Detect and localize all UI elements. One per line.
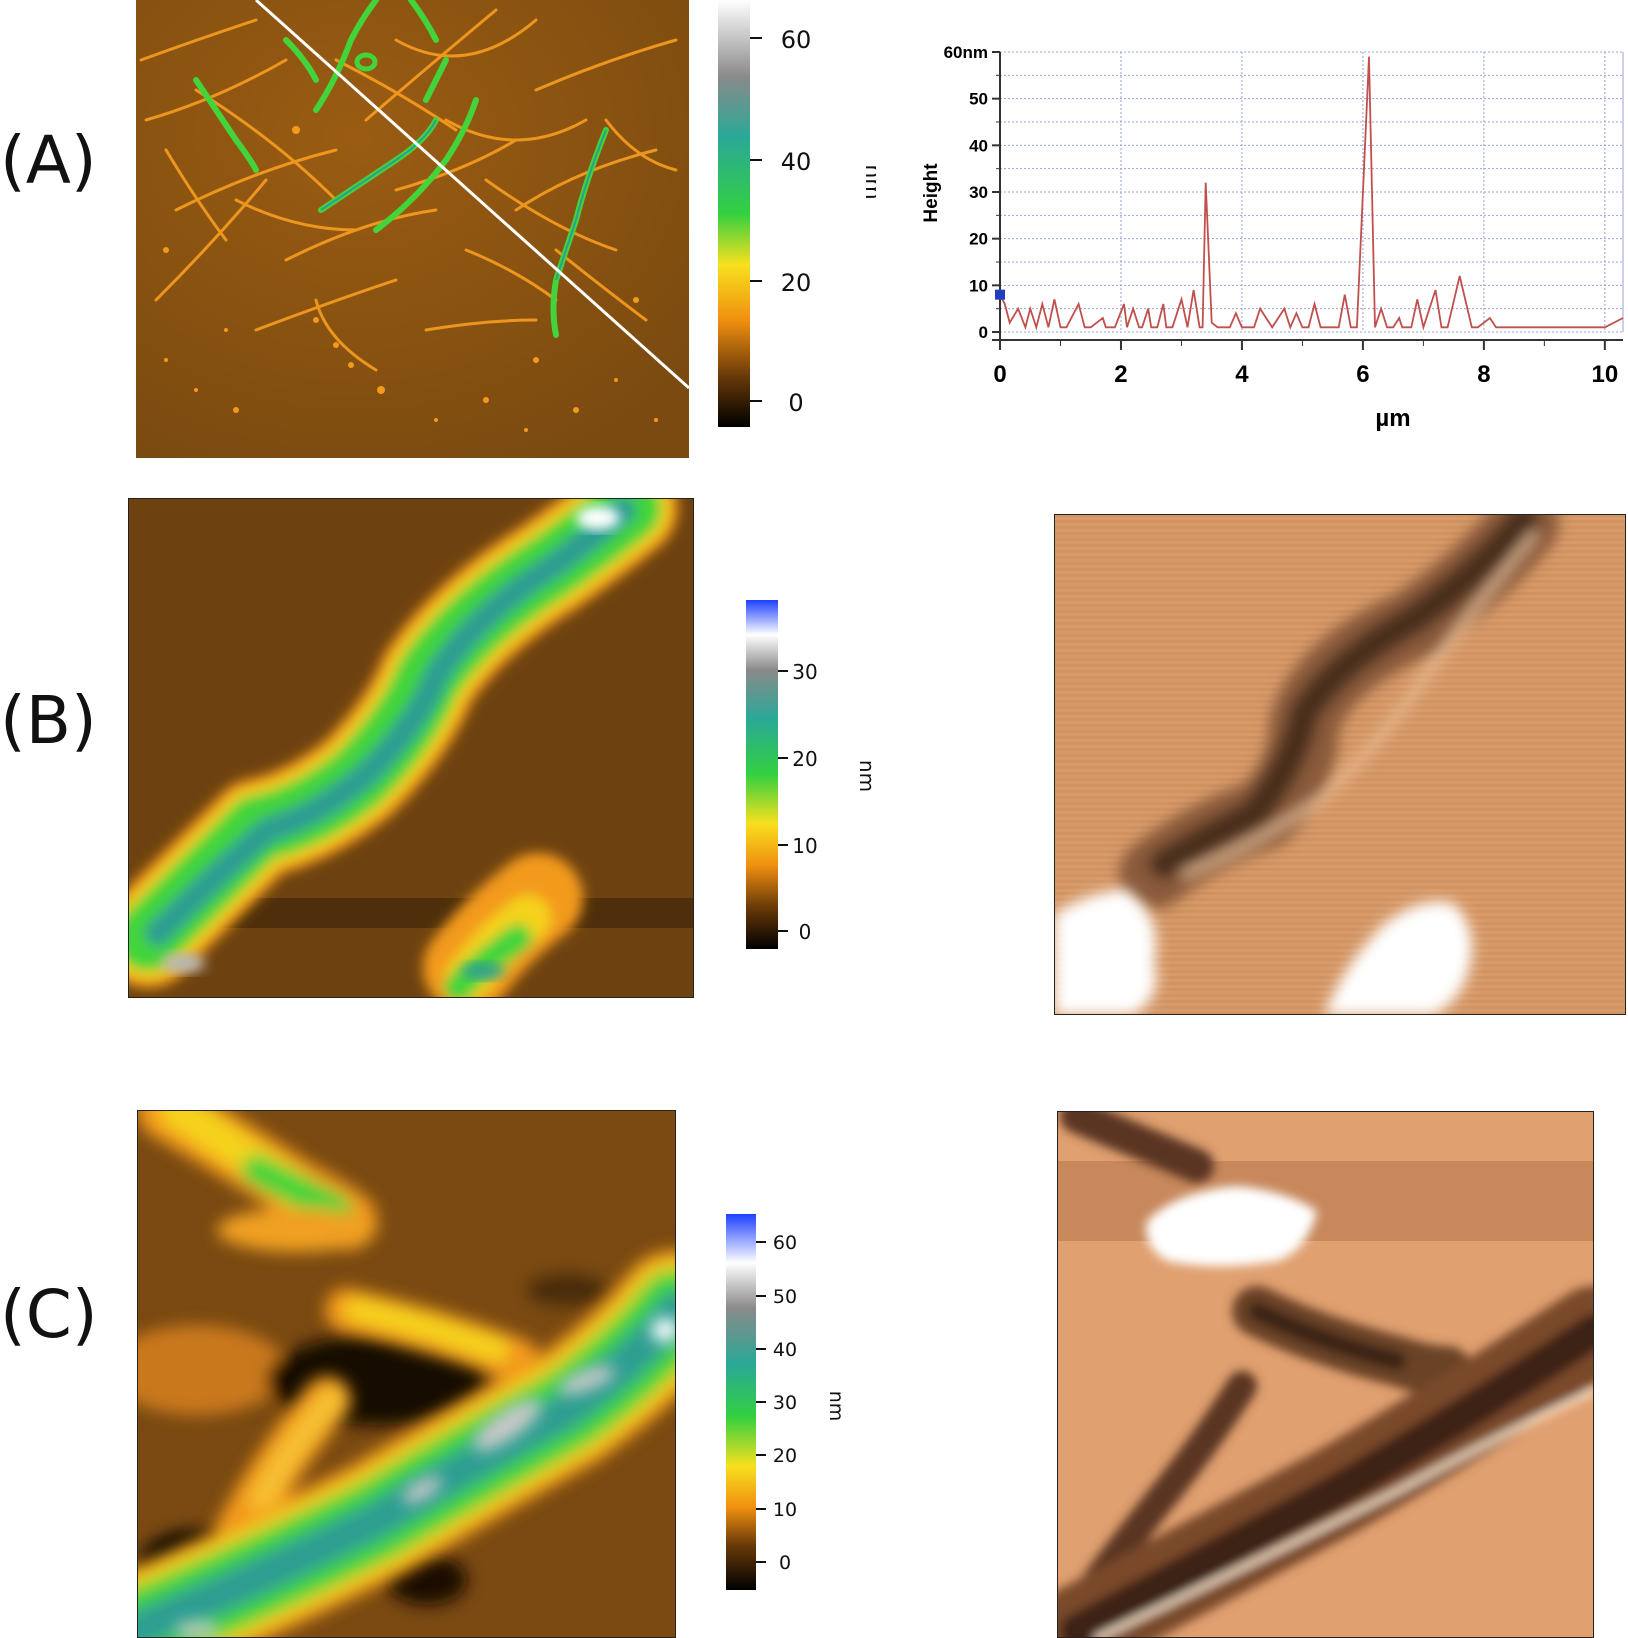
afm-height-image-c xyxy=(137,1110,676,1638)
colorbar-b-unit: nm xyxy=(855,760,874,792)
panel-label-b: (B) xyxy=(0,682,97,759)
afm-height-image-b xyxy=(128,498,694,998)
panel-label-c: (C) xyxy=(0,1276,98,1353)
colorbar-a: 60 40 20 0 nm xyxy=(718,0,876,427)
profile-y-tick-label: 50 xyxy=(969,90,988,109)
profile-x-tick-label: 2 xyxy=(1114,361,1127,388)
colorbar-a-tick: 40 xyxy=(781,148,812,176)
profile-axes xyxy=(992,52,1623,341)
profile-y-tick-label: 30 xyxy=(969,183,988,202)
profile-ticks: 0 10 20 30 40 50 60nm 0 2 4 6 8 10 xyxy=(944,43,1619,388)
colorbar-c-tick: 40 xyxy=(773,1339,797,1361)
colorbar-c-tick: 20 xyxy=(773,1445,797,1467)
colorbar-b-tick: 30 xyxy=(792,660,817,684)
colorbar-c-tick: 0 xyxy=(779,1552,791,1574)
profile-x-tick-label: 0 xyxy=(993,361,1006,388)
profile-x-axis-label: µm xyxy=(1375,405,1410,432)
profile-y-tick-label: 40 xyxy=(969,136,988,155)
height-profile-chart: 0 10 20 30 40 50 60nm 0 2 4 6 8 10 Height µm xyxy=(921,43,1624,432)
profile-cursor-marker xyxy=(995,289,1005,300)
profile-y-tick-label: 20 xyxy=(969,230,988,249)
colorbar-a-tick: 20 xyxy=(781,269,812,297)
colorbar-b-tick: 20 xyxy=(792,747,817,771)
colorbar-c-unit: nm xyxy=(825,1391,844,1422)
colorbar-c-tick: 60 xyxy=(773,1232,797,1254)
colorbar-a-unit: nm xyxy=(860,164,876,199)
profile-x-tick-label: 10 xyxy=(1592,361,1619,388)
colorbar-b-tick: 0 xyxy=(799,920,812,944)
profile-x-tick-label: 8 xyxy=(1477,361,1490,388)
profile-x-tick-label: 4 xyxy=(1235,361,1249,388)
afm-height-image-a xyxy=(136,0,689,458)
colorbar-a-tick: 60 xyxy=(781,26,812,54)
afm-amplitude-image-b xyxy=(1054,514,1626,1015)
profile-y-tick-label: 10 xyxy=(969,276,988,295)
profile-x-tick-label: 6 xyxy=(1356,361,1369,388)
profile-y-axis-label: Height xyxy=(921,163,942,223)
profile-series xyxy=(995,56,1624,331)
panel-label-a: (A) xyxy=(0,122,97,199)
colorbar-c-tick: 50 xyxy=(773,1286,797,1308)
colorbar-c-tick: 30 xyxy=(773,1392,797,1414)
profile-series-line xyxy=(999,56,1624,331)
colorbar-b-tick: 10 xyxy=(792,834,817,858)
colorbar-b: 30 20 10 0 nm xyxy=(746,600,874,949)
profile-grid xyxy=(1000,51,1624,333)
colorbar-c-tick: 10 xyxy=(773,1499,797,1521)
colorbar-a-tick: 0 xyxy=(788,389,803,417)
afm-amplitude-image-c xyxy=(1057,1111,1594,1638)
profile-y-tick-label: 0 xyxy=(979,323,988,342)
profile-y-tick-label: 60nm xyxy=(944,43,988,62)
colorbar-c: 60 50 40 30 20 10 0 nm xyxy=(726,1214,844,1590)
